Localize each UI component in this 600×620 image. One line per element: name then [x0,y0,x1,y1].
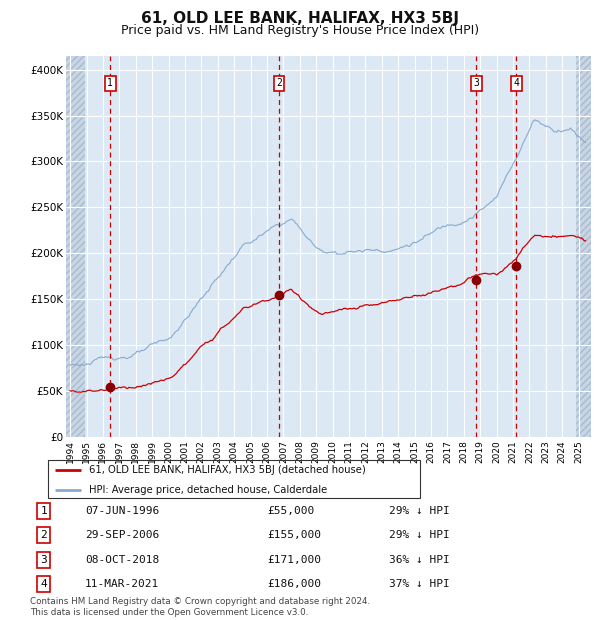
Text: 37% ↓ HPI: 37% ↓ HPI [389,579,449,589]
Text: 4: 4 [513,78,519,89]
Bar [576,56,591,437]
Text: 29% ↓ HPI: 29% ↓ HPI [389,506,449,516]
Text: £55,000: £55,000 [268,506,314,516]
Text: Price paid vs. HM Land Registry's House Price Index (HPI): Price paid vs. HM Land Registry's House … [121,24,479,37]
Text: HPI: Average price, detached house, Calderdale: HPI: Average price, detached house, Cald… [89,485,327,495]
Text: 2: 2 [40,530,47,540]
Text: 61, OLD LEE BANK, HALIFAX, HX3 5BJ: 61, OLD LEE BANK, HALIFAX, HX3 5BJ [141,11,459,26]
Text: 2: 2 [276,78,282,89]
Text: 61, OLD LEE BANK, HALIFAX, HX3 5BJ (detached house): 61, OLD LEE BANK, HALIFAX, HX3 5BJ (deta… [89,466,365,476]
Text: 3: 3 [40,555,47,565]
Text: Contains HM Land Registry data © Crown copyright and database right 2024.
This d: Contains HM Land Registry data © Crown c… [30,598,370,617]
Text: 29-SEP-2006: 29-SEP-2006 [85,530,160,540]
Text: £171,000: £171,000 [268,555,322,565]
Text: 29% ↓ HPI: 29% ↓ HPI [389,530,449,540]
Bar [576,56,591,437]
Text: 1: 1 [40,506,47,516]
Bar [66,56,85,437]
Text: £155,000: £155,000 [268,530,322,540]
Text: 36% ↓ HPI: 36% ↓ HPI [389,555,449,565]
Text: 1: 1 [107,78,113,89]
Text: £186,000: £186,000 [268,579,322,589]
Text: 08-OCT-2018: 08-OCT-2018 [85,555,160,565]
Text: 07-JUN-1996: 07-JUN-1996 [85,506,160,516]
Text: 3: 3 [473,78,479,89]
Text: 4: 4 [40,579,47,589]
Text: 11-MAR-2021: 11-MAR-2021 [85,579,160,589]
Bar [66,56,85,437]
